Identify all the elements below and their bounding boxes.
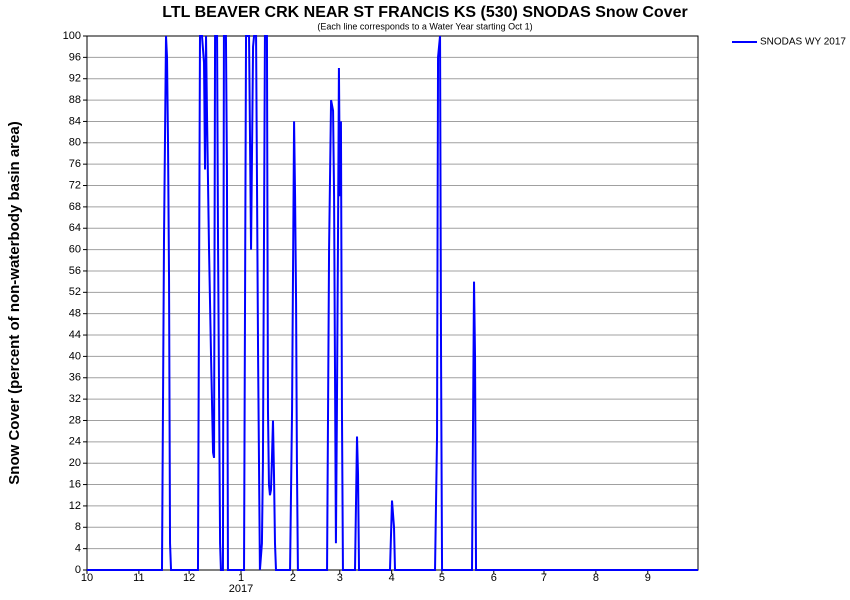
x-year-label: 2017 <box>229 583 253 595</box>
y-tick-label: 92 <box>69 73 81 85</box>
y-axis-label: Snow Cover (percent of non-waterbody bas… <box>6 121 23 484</box>
x-tick-label: 3 <box>337 572 343 584</box>
y-tick-label: 12 <box>69 500 81 512</box>
y-tick-label: 4 <box>75 543 81 555</box>
y-tick-label: 84 <box>69 115 81 127</box>
y-tick-label: 16 <box>69 478 81 490</box>
y-tick-label: 28 <box>69 414 81 426</box>
x-tick-label: 8 <box>593 572 599 584</box>
y-tick-label: 56 <box>69 265 81 277</box>
y-tick-label: 36 <box>69 372 81 384</box>
chart-subtitle: (Each line corresponds to a Water Year s… <box>317 21 532 31</box>
y-tick-label: 8 <box>75 521 81 533</box>
y-tick-label: 24 <box>69 436 81 448</box>
y-tick-label: 32 <box>69 393 81 405</box>
plot-frame <box>86 35 699 571</box>
legend-label: SNODAS WY 2017 <box>760 37 846 48</box>
y-tick-label: 40 <box>69 350 81 362</box>
plot-area <box>87 36 698 570</box>
y-tick-label: 80 <box>69 137 81 149</box>
y-tick-label: 64 <box>69 222 81 234</box>
y-tick-label: 0 <box>75 564 81 576</box>
x-tick-label: 1 <box>238 572 244 584</box>
x-tick-label: 12 <box>183 572 195 584</box>
x-tick-label: 7 <box>541 572 547 584</box>
x-tick-label: 11 <box>133 572 144 584</box>
y-tick-label: 48 <box>69 308 81 320</box>
x-tick-label: 5 <box>439 572 445 584</box>
chart-title: LTL BEAVER CRK NEAR ST FRANCIS KS (530) … <box>162 4 687 21</box>
y-tick-label: 96 <box>69 51 81 63</box>
y-tick-label: 68 <box>69 201 81 213</box>
x-tick-label: 6 <box>491 572 497 584</box>
x-tick-label: 2 <box>290 572 296 584</box>
series-line <box>87 35 698 571</box>
y-tick-label: 72 <box>69 179 81 191</box>
x-tick-label: 9 <box>645 572 651 584</box>
y-tick-label: 52 <box>69 286 81 298</box>
x-tick-label: 10 <box>81 572 93 584</box>
y-tick-label: 60 <box>69 244 81 256</box>
y-tick-label: 20 <box>69 457 81 469</box>
y-tick-label: 76 <box>69 158 81 170</box>
y-tick-label: 88 <box>69 94 81 106</box>
x-tick-label: 4 <box>389 572 395 584</box>
y-tick-label: 100 <box>63 30 81 42</box>
y-tick-label: 44 <box>69 329 81 341</box>
